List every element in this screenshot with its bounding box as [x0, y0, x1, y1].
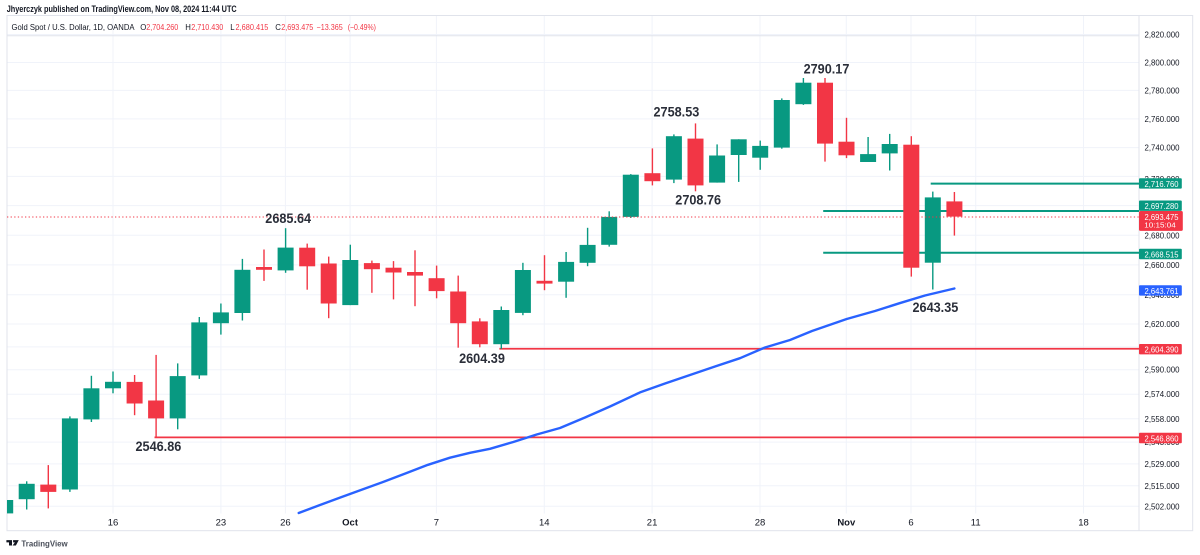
- svg-text:2,704.260: 2,704.260: [146, 23, 179, 32]
- svg-text:2,529.000: 2,529.000: [1145, 459, 1180, 469]
- svg-text:6: 6: [908, 517, 913, 528]
- svg-text:2758.53: 2758.53: [654, 105, 700, 120]
- svg-text:2,710.430: 2,710.430: [191, 23, 224, 32]
- svg-text:2,820.000: 2,820.000: [1145, 30, 1180, 40]
- svg-text:7: 7: [434, 517, 439, 528]
- svg-text:23: 23: [216, 517, 227, 528]
- svg-text:26: 26: [280, 517, 291, 528]
- svg-text:2,515.000: 2,515.000: [1145, 481, 1180, 491]
- svg-text:2643.35: 2643.35: [913, 300, 959, 315]
- svg-text:14: 14: [539, 517, 550, 528]
- svg-text:10:15:04: 10:15:04: [1144, 221, 1175, 230]
- svg-text:11: 11: [971, 517, 981, 528]
- svg-text:Gold Spot / U.S. Dollar, 1D, O: Gold Spot / U.S. Dollar, 1D, OANDA: [12, 23, 136, 32]
- svg-text:C: C: [275, 23, 281, 32]
- svg-text:2,558.000: 2,558.000: [1145, 414, 1180, 424]
- svg-text:2708.76: 2708.76: [675, 192, 721, 207]
- svg-text:2,693.475: 2,693.475: [1145, 212, 1179, 222]
- svg-text:2,760.000: 2,760.000: [1145, 114, 1180, 124]
- svg-text:18: 18: [1078, 517, 1089, 528]
- svg-text:2,502.000: 2,502.000: [1145, 501, 1180, 511]
- svg-text:21: 21: [647, 517, 658, 528]
- svg-text:2,716.760: 2,716.760: [1145, 179, 1179, 189]
- svg-text:2,643.761: 2,643.761: [1145, 286, 1179, 296]
- svg-text:2,693.475: 2,693.475: [281, 23, 314, 32]
- svg-text:2,697.280: 2,697.280: [1145, 201, 1179, 211]
- svg-text:O: O: [140, 23, 146, 32]
- svg-text:2546.86: 2546.86: [136, 439, 182, 454]
- svg-text:2,620.000: 2,620.000: [1145, 319, 1180, 329]
- svg-text:Nov: Nov: [837, 517, 856, 528]
- svg-text:28: 28: [755, 517, 766, 528]
- svg-text:2,668.515: 2,668.515: [1145, 249, 1179, 259]
- svg-text:2604.39: 2604.39: [459, 351, 505, 366]
- svg-text:Oct: Oct: [342, 517, 359, 528]
- svg-text:Jhyerczyk published on Trading: Jhyerczyk published on TradingView.com, …: [7, 4, 238, 14]
- svg-text:2,546.860: 2,546.860: [1145, 433, 1179, 443]
- svg-text:2685.64: 2685.64: [265, 211, 311, 226]
- svg-text:L: L: [230, 23, 235, 32]
- svg-text:2,800.000: 2,800.000: [1145, 58, 1180, 68]
- svg-text:2,574.000: 2,574.000: [1145, 389, 1180, 399]
- svg-text:TradingView: TradingView: [21, 538, 68, 548]
- svg-text:(−0.49%): (−0.49%): [348, 23, 377, 32]
- svg-text:16: 16: [108, 517, 119, 528]
- svg-text:2,680.415: 2,680.415: [236, 23, 269, 32]
- svg-text:2,680.000: 2,680.000: [1145, 230, 1180, 240]
- svg-text:2,740.000: 2,740.000: [1145, 143, 1180, 153]
- svg-text:2,604.390: 2,604.390: [1145, 345, 1179, 355]
- svg-text:2790.17: 2790.17: [804, 62, 850, 77]
- svg-text:2,780.000: 2,780.000: [1145, 85, 1180, 95]
- svg-text:2,590.000: 2,590.000: [1145, 365, 1180, 375]
- svg-text:H: H: [185, 23, 191, 32]
- svg-text:2,660.000: 2,660.000: [1145, 260, 1180, 270]
- svg-text:−13.365: −13.365: [317, 23, 344, 32]
